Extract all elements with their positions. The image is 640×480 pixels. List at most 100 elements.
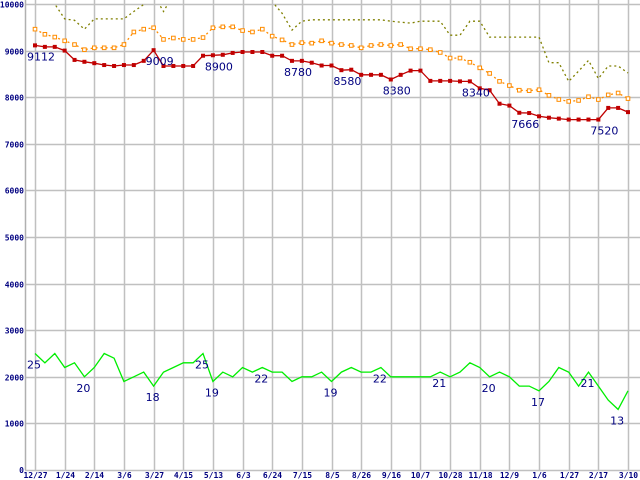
- data-point: [72, 57, 77, 62]
- data-point: [467, 79, 472, 84]
- data-point: [309, 40, 315, 46]
- value-label: 8340: [462, 86, 490, 99]
- x-tick-label: 6/24: [263, 471, 282, 480]
- data-point: [566, 99, 572, 104]
- data-point: [260, 26, 265, 32]
- data-point: [615, 90, 621, 96]
- data-point: [339, 42, 344, 47]
- data-point: [349, 67, 354, 72]
- data-point: [33, 43, 37, 48]
- x-tick-label: 7/15: [293, 471, 312, 480]
- value-label: 9112: [27, 50, 55, 63]
- data-point: [398, 72, 403, 77]
- data-point: [517, 110, 522, 115]
- y-tick-label: 9000: [5, 48, 24, 57]
- value-label: 8900: [205, 60, 233, 73]
- y-tick-label: 4000: [5, 281, 24, 290]
- annotations: 9112 9009 8900 8780 8580 8380 8340 7666 7520 25 20…: [27, 50, 624, 427]
- data-point: [497, 101, 502, 106]
- value-label: 22: [373, 372, 387, 385]
- data-point: [102, 63, 107, 68]
- data-point: [586, 117, 591, 122]
- data-point: [487, 71, 492, 76]
- data-point: [279, 37, 285, 43]
- data-point: [260, 49, 265, 54]
- value-label: 25: [195, 359, 209, 372]
- x-tick-label: 5/13: [204, 471, 223, 480]
- value-label: 20: [482, 382, 496, 395]
- data-point: [201, 53, 206, 58]
- data-point: [42, 44, 47, 49]
- data-point: [82, 47, 87, 52]
- data-point: [210, 53, 215, 58]
- data-point: [319, 38, 324, 44]
- data-point: [576, 117, 581, 122]
- data-point: [586, 94, 591, 100]
- data-point: [171, 35, 176, 41]
- data-point: [378, 42, 384, 47]
- data-point: [92, 61, 97, 66]
- data-point: [497, 79, 502, 84]
- data-point: [556, 97, 562, 102]
- value-label: 18: [146, 391, 160, 404]
- data-point: [507, 103, 512, 108]
- x-tick-label: 4/15: [174, 471, 193, 480]
- data-point: [299, 58, 304, 63]
- value-label: 22: [254, 372, 268, 385]
- data-point: [428, 47, 433, 52]
- data-point: [230, 50, 235, 55]
- data-point: [438, 78, 443, 83]
- data-point: [72, 42, 77, 47]
- value-label: 9009: [146, 55, 174, 68]
- data-point: [121, 63, 126, 68]
- data-point: [626, 110, 630, 115]
- data-point: [319, 63, 324, 68]
- grid: [25, 0, 640, 472]
- data-point: [546, 93, 552, 98]
- data-point: [92, 45, 97, 51]
- data-point: [467, 59, 473, 65]
- value-label: 17: [531, 396, 545, 409]
- data-point: [616, 105, 621, 110]
- data-point: [200, 35, 206, 40]
- data-point: [378, 72, 383, 77]
- data-point: [457, 55, 463, 61]
- data-point: [269, 33, 275, 39]
- data-point: [131, 63, 136, 68]
- data-point: [437, 50, 443, 55]
- x-tick-label: 2/17: [589, 471, 608, 480]
- data-point: [556, 116, 561, 121]
- x-tick-label: 10/7: [411, 471, 430, 480]
- data-point: [52, 34, 58, 40]
- x-tick-label: 8/26: [352, 471, 371, 480]
- value-label: 21: [432, 377, 446, 390]
- x-tick-label: 3/6: [117, 471, 132, 480]
- data-point: [141, 26, 147, 32]
- data-point: [121, 42, 127, 47]
- data-point: [289, 42, 295, 47]
- y-tick-label: 6000: [5, 187, 24, 196]
- data-point: [171, 63, 176, 68]
- data-point: [625, 96, 631, 101]
- data-point: [536, 87, 542, 93]
- data-point: [191, 63, 196, 68]
- x-tick-label: 1/24: [56, 471, 75, 480]
- data-point: [250, 29, 255, 35]
- data-point: [457, 79, 462, 84]
- data-point: [309, 60, 314, 65]
- series-group: [32, 4, 631, 411]
- value-label: 19: [205, 386, 219, 399]
- data-point: [181, 63, 186, 68]
- data-point: [596, 117, 601, 122]
- data-point: [161, 37, 166, 42]
- data-point: [329, 40, 334, 46]
- data-point: [42, 31, 48, 37]
- data-point: [516, 87, 522, 93]
- data-point: [358, 45, 364, 51]
- data-point: [62, 48, 67, 53]
- y-tick-label: 1000: [5, 420, 24, 429]
- data-point: [240, 28, 245, 33]
- data-point: [605, 92, 611, 98]
- x-tick-label: 2/14: [85, 471, 104, 480]
